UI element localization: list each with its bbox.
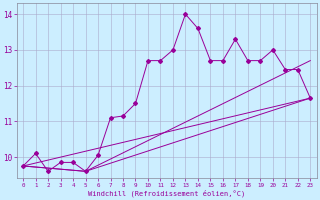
X-axis label: Windchill (Refroidissement éolien,°C): Windchill (Refroidissement éolien,°C) [88, 189, 245, 197]
